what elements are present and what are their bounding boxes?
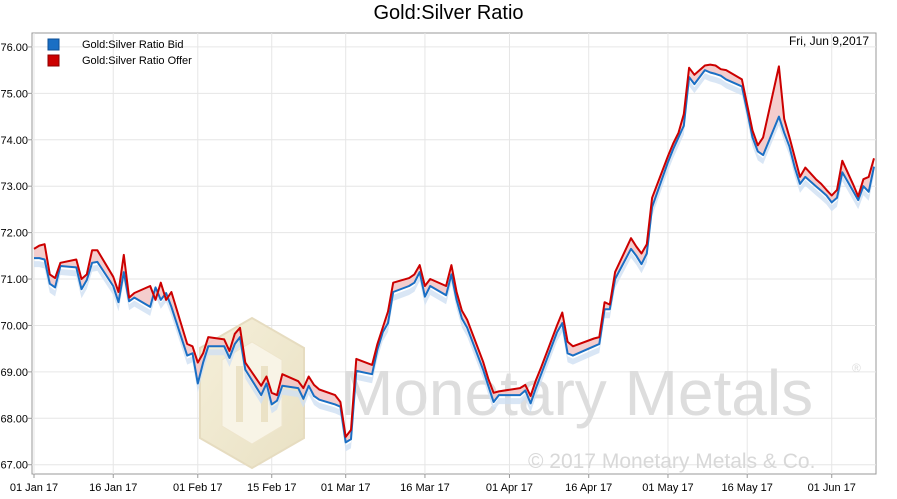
y-tick-label: 76.00 — [0, 42, 28, 54]
y-tick-label: 72.00 — [0, 228, 28, 240]
legend-swatch-bid — [47, 38, 60, 51]
x-tick-label: 15 Feb 17 — [247, 482, 297, 494]
y-tick-label: 69.00 — [0, 367, 28, 379]
plot-area — [31, 32, 877, 475]
legend-label-offer: Gold:Silver Ratio Offer — [82, 55, 192, 67]
y-tick-label: 68.00 — [0, 413, 28, 425]
x-tick-label: 01 May 17 — [642, 482, 693, 494]
x-tick-label: 16 May 17 — [722, 482, 773, 494]
chart-title: Gold:Silver Ratio — [373, 2, 524, 24]
y-tick-label: 70.00 — [0, 320, 28, 332]
y-axis: 67.00 68.00 69.00 70.00 71.00 72.00 73.00 74.00… — [0, 42, 32, 472]
y-tick-label: 75.00 — [0, 88, 28, 100]
x-tick-label: 16 Apr 17 — [565, 482, 612, 494]
x-tick-label: 16 Jan 17 — [89, 482, 137, 494]
x-axis: 01 Jan 17 16 Jan 17 01 Feb 17 15 Feb 17 01 M… — [10, 474, 856, 494]
watermark-registered: ® — [852, 361, 861, 375]
watermark-copyright: © 2017 Monetary Metals & Co. — [528, 450, 815, 473]
y-tick-label: 71.00 — [0, 274, 28, 286]
legend-label-bid: Gold:Silver Ratio Bid — [82, 39, 184, 51]
y-tick-label: 74.00 — [0, 135, 28, 147]
legend-swatch-offer — [47, 54, 60, 67]
legend: Gold:Silver Ratio Bid Gold:Silver Ratio … — [47, 38, 192, 67]
x-tick-label: 01 Jun 17 — [808, 482, 856, 494]
x-tick-label: 01 Mar 17 — [321, 482, 371, 494]
series-layer — [33, 63, 875, 452]
x-tick-label: 16 Mar 17 — [400, 482, 450, 494]
x-tick-label: 01 Jan 17 — [10, 482, 58, 494]
series-line-offer — [33, 63, 875, 438]
y-tick-label: 73.00 — [0, 181, 28, 193]
watermark: Monetary Metals ® © 2017 Monetary Metals… — [199, 316, 861, 473]
x-tick-label: 01 Feb 17 — [173, 482, 223, 494]
x-tick-label: 01 Apr 17 — [486, 482, 533, 494]
date-label: Fri, Jun 9,2017 — [789, 34, 869, 48]
watermark-brand: Monetary Metals — [340, 357, 813, 429]
y-tick-label: 67.00 — [0, 460, 28, 472]
